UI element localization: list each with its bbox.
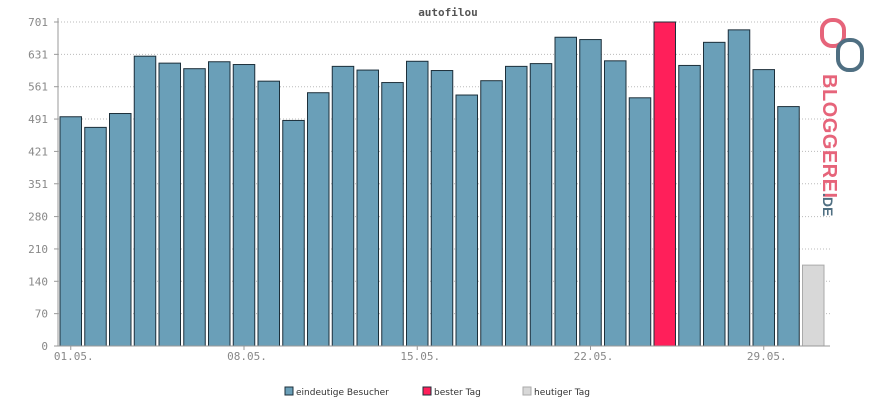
- bar-unique: [257, 80, 280, 347]
- chart-title: autofilou: [418, 6, 478, 19]
- bar-unique: [381, 82, 404, 347]
- y-tick-label: 631: [28, 48, 48, 61]
- bar-today: [802, 264, 825, 347]
- bar-unique: [752, 69, 775, 347]
- bars: [59, 21, 825, 347]
- y-tick-label: 421: [28, 145, 48, 158]
- logo-domain-suffix: .DE: [820, 193, 836, 216]
- bar-best: [653, 21, 676, 347]
- x-tick-label: 29.05.: [747, 350, 787, 363]
- bar-unique: [727, 29, 751, 347]
- bar-unique: [678, 64, 701, 347]
- logo-mark-icon: [820, 18, 864, 72]
- bar-unique: [208, 61, 231, 347]
- legend-swatch-today: [522, 386, 532, 396]
- bar-unique: [455, 94, 478, 347]
- bar-unique: [579, 39, 602, 347]
- bar-unique: [158, 62, 181, 347]
- legend-label-today: heutiger Tag: [534, 388, 590, 398]
- x-tick-label: 08.05.: [227, 350, 267, 363]
- bar-unique: [59, 116, 82, 347]
- y-tick-label: 491: [28, 113, 48, 126]
- bar-unique: [777, 106, 800, 347]
- bloggerei-logo: BLOGGEREI .DE: [818, 18, 864, 216]
- bar-unique: [133, 55, 157, 347]
- legend-label-best: bester Tag: [434, 388, 481, 398]
- bar-unique: [480, 80, 503, 347]
- bar-unique: [554, 36, 577, 347]
- bar-unique: [628, 97, 652, 347]
- axes: [57, 18, 830, 347]
- y-tick-label: 70: [35, 308, 48, 321]
- x-axis-ticks: 01.05. 08.05. 15.05. 22.05. 29.05.: [54, 346, 787, 363]
- y-tick-label: 701: [28, 16, 48, 29]
- bar-unique: [282, 119, 305, 347]
- y-tick-label: 351: [28, 178, 48, 191]
- y-tick-label: 140: [28, 275, 48, 288]
- y-tick-label: 280: [28, 211, 48, 224]
- bar-unique: [529, 63, 553, 347]
- bar-unique: [109, 113, 132, 347]
- bar-unique: [703, 41, 726, 347]
- x-tick-label: 15.05.: [400, 350, 440, 363]
- bar-unique: [84, 126, 107, 347]
- legend-swatch-unique: [284, 386, 294, 396]
- bar-unique: [430, 70, 454, 347]
- bar-unique: [406, 60, 429, 347]
- bar-unique: [183, 68, 206, 347]
- bar-unique: [356, 69, 379, 347]
- legend-label-unique: eindeutige Besucher: [296, 388, 389, 398]
- logo-wordmark: BLOGGEREI: [818, 74, 840, 199]
- x-tick-label: 22.05.: [574, 350, 614, 363]
- y-axis-ticks: 0 70 140 210 280 351 421 491 561 631 701: [28, 16, 58, 353]
- x-tick-label: 01.05.: [54, 350, 94, 363]
- y-tick-label: 210: [28, 243, 48, 256]
- legend: eindeutige Besucher bester Tag heutiger Ta…: [284, 386, 590, 398]
- legend-swatch-best: [422, 386, 432, 396]
- bar-unique: [505, 65, 528, 347]
- bar-unique: [307, 92, 330, 347]
- y-tick-label: 0: [41, 340, 48, 353]
- bar-unique: [604, 60, 627, 347]
- bar-unique: [232, 64, 256, 347]
- y-tick-label: 561: [28, 81, 48, 94]
- bar-unique: [331, 65, 355, 347]
